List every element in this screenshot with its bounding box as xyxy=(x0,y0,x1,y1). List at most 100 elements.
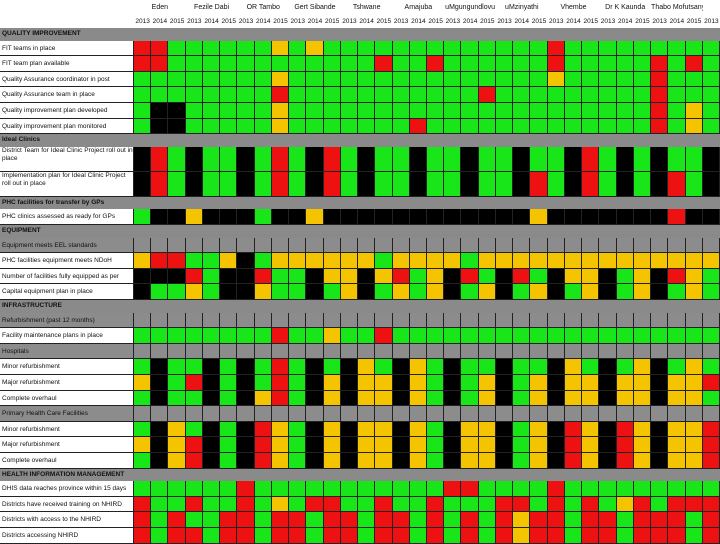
status-cell xyxy=(616,284,634,300)
status-cell xyxy=(289,527,307,544)
district-header: uMgungundlovu xyxy=(445,4,495,11)
status-cell xyxy=(478,103,496,119)
row-label: PHC facilities equipment meets NDoH Stan… xyxy=(0,253,134,269)
status-cell xyxy=(427,496,445,513)
status-cell xyxy=(409,512,427,528)
row-label: Complete overhaul xyxy=(0,390,134,407)
status-cell xyxy=(151,512,169,528)
status-cell xyxy=(185,103,203,119)
status-cell xyxy=(392,437,410,453)
status-cell xyxy=(409,437,427,453)
status-cell xyxy=(478,118,496,135)
year-header: 2014 xyxy=(462,18,478,25)
status-cell xyxy=(564,146,583,172)
status-cell xyxy=(340,71,359,88)
status-cell xyxy=(375,343,393,360)
status-cell xyxy=(582,209,600,225)
row-label: FIT teams in place xyxy=(0,40,134,57)
status-cell xyxy=(478,71,496,88)
status-cell xyxy=(685,146,703,172)
status-cell xyxy=(702,452,720,469)
status-cell xyxy=(237,146,255,172)
status-cell xyxy=(289,146,307,172)
status-cell xyxy=(271,343,290,360)
status-cell xyxy=(427,452,445,469)
status-cell xyxy=(323,406,341,422)
status-cell xyxy=(478,268,496,285)
status-cell xyxy=(685,268,703,285)
status-cell xyxy=(375,374,393,391)
status-cell xyxy=(151,481,169,497)
status-cell xyxy=(582,171,600,197)
year-header: 2015 xyxy=(169,18,185,25)
status-cell xyxy=(237,481,255,497)
status-cell xyxy=(358,437,376,453)
status-cell xyxy=(358,253,376,269)
status-cell xyxy=(530,390,548,407)
status-cell xyxy=(168,40,186,57)
status-cell xyxy=(220,512,238,528)
status-cell xyxy=(461,512,479,528)
status-cell xyxy=(427,237,445,254)
status-cell xyxy=(151,374,169,391)
status-cell xyxy=(461,437,479,453)
status-cell xyxy=(392,359,410,375)
status-cell xyxy=(306,209,324,225)
status-cell xyxy=(340,146,359,172)
status-cell xyxy=(461,481,479,497)
status-cell xyxy=(340,343,359,360)
status-cell xyxy=(323,253,341,269)
status-cell xyxy=(254,209,272,225)
status-cell xyxy=(185,284,203,300)
status-cell xyxy=(461,527,479,544)
status-cell xyxy=(702,359,720,375)
status-cell xyxy=(427,406,445,422)
status-cell xyxy=(685,284,703,300)
status-cell xyxy=(530,146,548,172)
status-cell xyxy=(323,87,341,103)
status-cell xyxy=(616,237,634,254)
status-cell xyxy=(702,103,720,119)
status-cell xyxy=(461,118,479,135)
status-cell xyxy=(409,268,427,285)
row-label: Minor refurbishment xyxy=(0,359,134,375)
status-cell xyxy=(220,312,238,329)
status-cell xyxy=(513,512,531,528)
status-cell xyxy=(168,374,186,391)
status-cell xyxy=(616,209,634,225)
status-cell xyxy=(616,406,634,422)
status-cell xyxy=(220,284,238,300)
status-cell xyxy=(685,103,703,119)
status-cell xyxy=(427,118,445,135)
year-header: 2014 xyxy=(617,18,633,25)
status-cell xyxy=(633,343,652,360)
status-cell xyxy=(323,452,341,469)
status-cell xyxy=(685,421,703,438)
year-header: 2015 xyxy=(428,18,443,25)
status-cell xyxy=(702,512,720,528)
status-cell xyxy=(220,56,238,72)
status-cell xyxy=(633,496,652,513)
status-cell xyxy=(306,496,324,513)
status-cell xyxy=(340,328,359,344)
status-cell xyxy=(168,496,186,513)
status-cell xyxy=(461,209,479,225)
status-cell xyxy=(134,481,152,497)
year-header: 2015 xyxy=(221,18,237,25)
status-cell xyxy=(271,312,290,329)
status-cell xyxy=(151,527,169,544)
status-cell xyxy=(530,527,548,544)
section-header: PHC facilities for transfer by GPs xyxy=(0,196,720,210)
status-cell xyxy=(254,496,272,513)
status-cell xyxy=(513,406,531,422)
status-cell xyxy=(358,390,376,407)
status-cell xyxy=(530,71,548,88)
status-cell xyxy=(513,209,531,225)
status-cell xyxy=(271,452,290,469)
status-cell xyxy=(547,512,565,528)
status-cell xyxy=(651,374,669,391)
status-cell xyxy=(530,209,548,225)
status-cell xyxy=(151,103,169,119)
status-cell xyxy=(582,56,600,72)
status-cell xyxy=(478,237,496,254)
